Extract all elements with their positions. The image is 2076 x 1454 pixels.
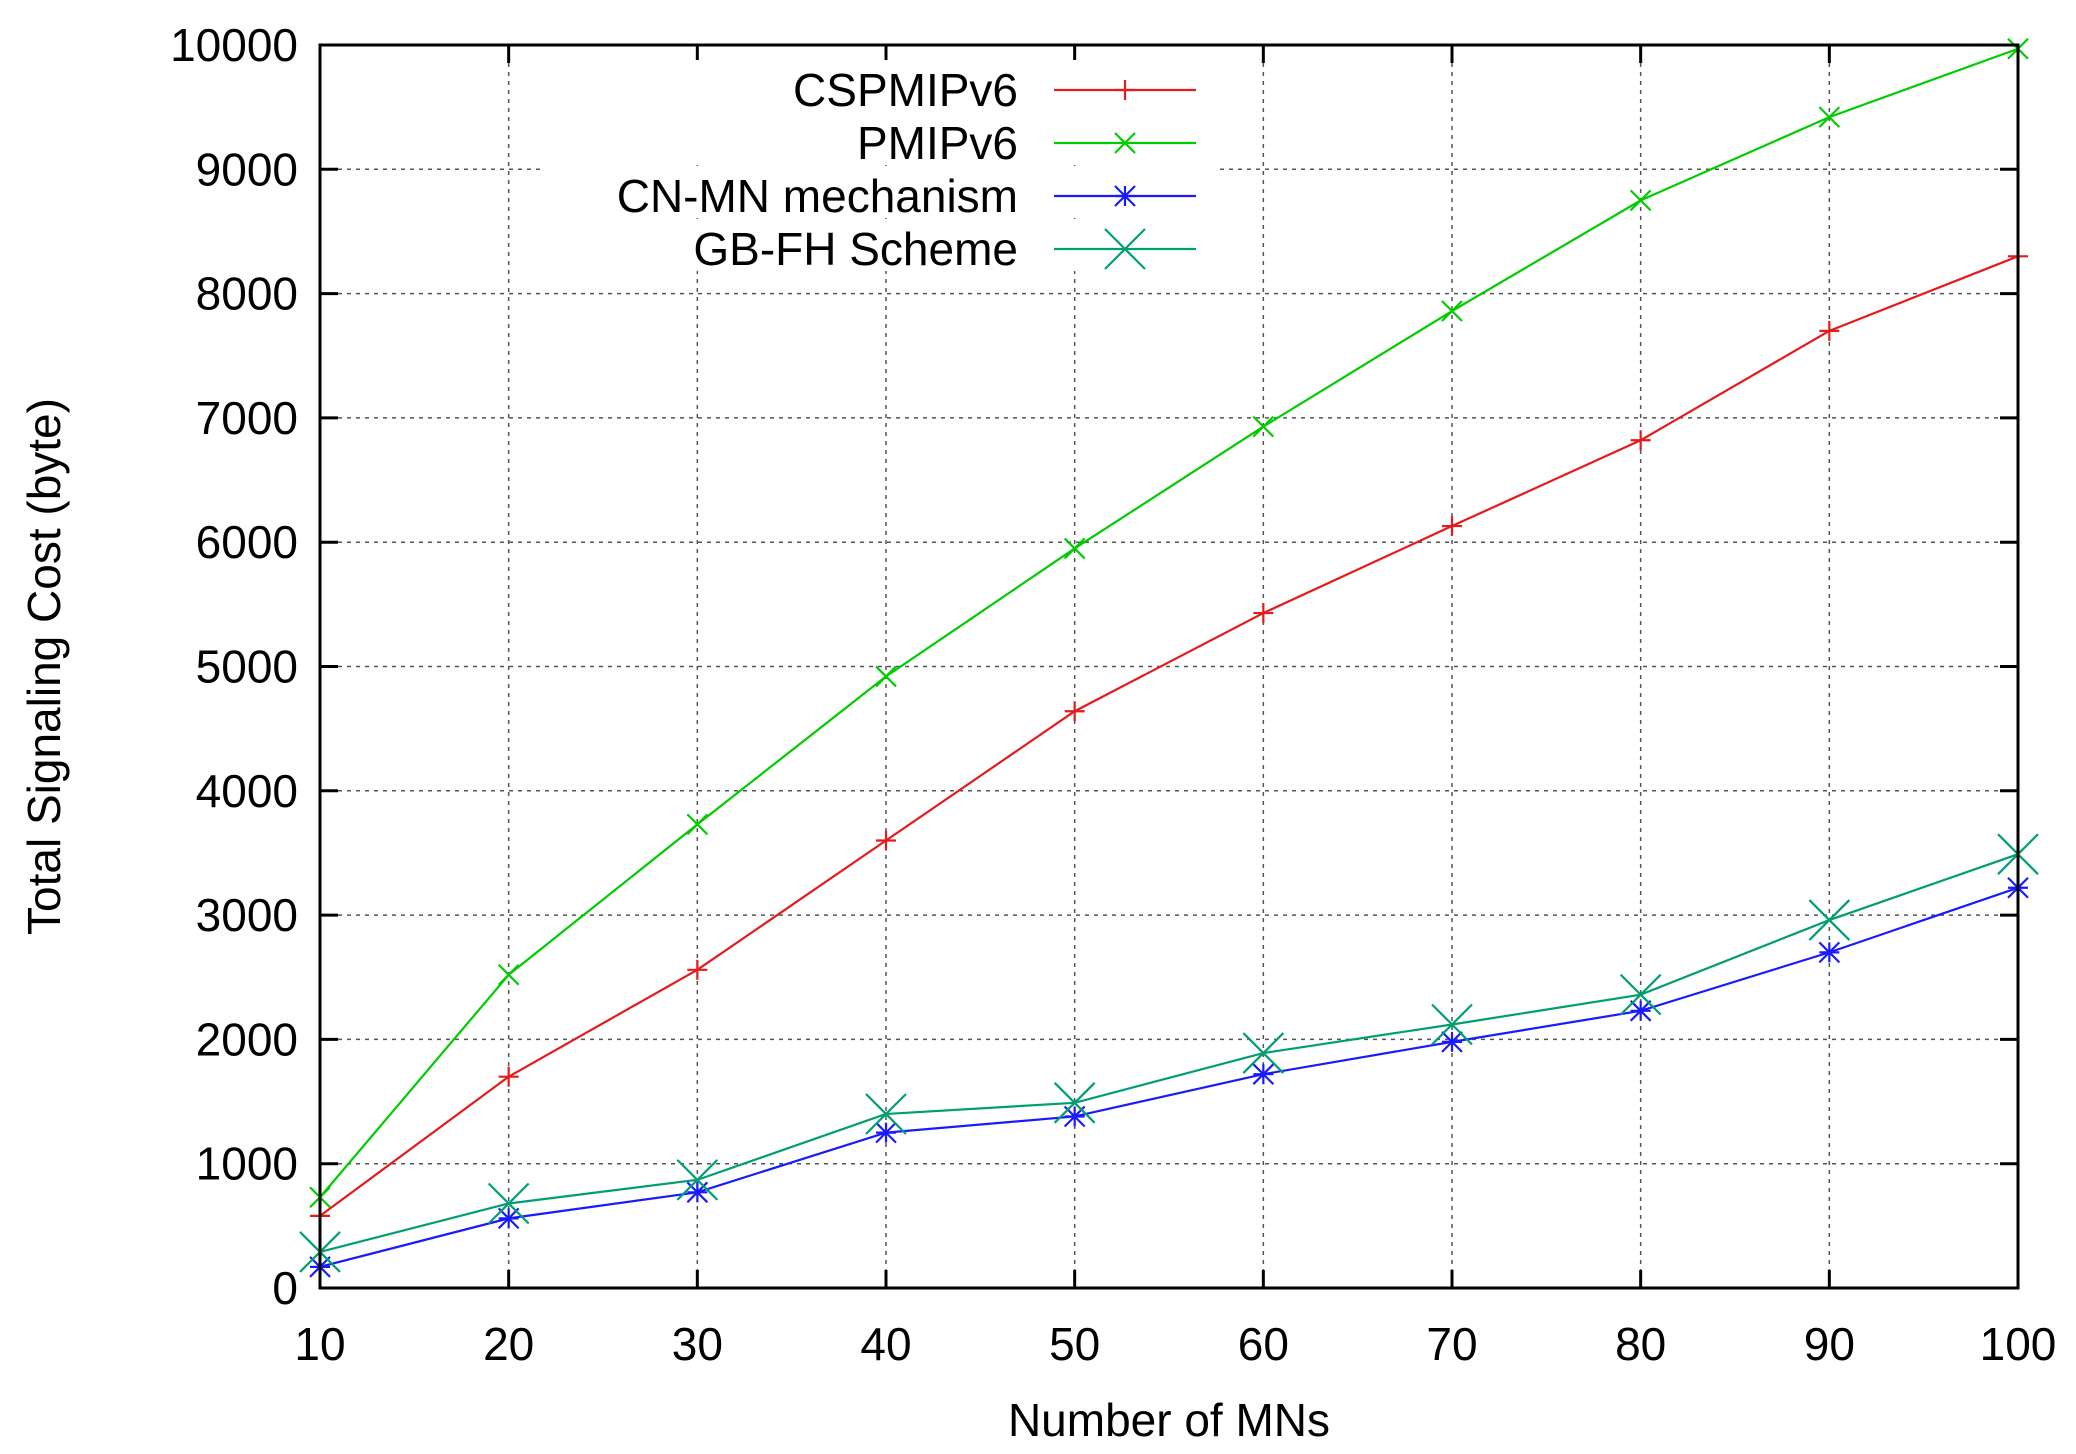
legend-bg	[540, 60, 1220, 112]
legend-marker-cn-mn-mechanism	[1114, 185, 1136, 207]
data-point-gb-fh-scheme	[676, 1159, 719, 1201]
data-point-cspmipv6	[1630, 430, 1651, 451]
data-point-cn-mn-mechanism	[686, 1181, 709, 1204]
data-point-gb-fh-scheme	[1053, 1082, 1096, 1124]
data-point-pmipv6	[1629, 189, 1652, 212]
series-line-pmipv6	[319, 47, 2019, 1198]
y-tick-label: 3000	[196, 889, 298, 941]
data-point-pmipv6	[1252, 415, 1275, 438]
data-point-cspmipv6	[1253, 603, 1274, 624]
data-point-pmipv6	[875, 665, 897, 688]
data-point-pmipv6	[686, 813, 709, 836]
data-point-cn-mn-mechanism	[875, 1121, 897, 1144]
y-axis-label: Total Signaling Cost (byte)	[18, 398, 70, 935]
legend-marker-pmipv6	[1114, 132, 1136, 154]
y-tick-label: 9000	[196, 143, 298, 195]
y-tick-label: 8000	[196, 268, 298, 320]
data-point-gb-fh-scheme	[1431, 1003, 1473, 1046]
axis-ticks: 0 1000 2000 3000 4000 5000 6000 7000 8000 9000 100…	[170, 19, 2056, 1370]
y-tick-label: 6000	[196, 516, 298, 568]
data-point-gb-fh-scheme	[1619, 973, 1662, 1016]
y-tick-label: 7000	[196, 392, 298, 444]
y-tick-label: 10000	[170, 19, 298, 71]
x-tick-label: 30	[672, 1318, 723, 1370]
x-tick-label: 100	[1980, 1318, 2057, 1370]
legend-label-cspmipv6: CSPMIPv6	[793, 64, 1018, 116]
data-point-pmipv6	[1441, 300, 1463, 322]
legend-label-cn-mn-mechanism: CN-MN mechanism	[617, 170, 1018, 222]
x-tick-label: 70	[1426, 1318, 1477, 1370]
data-point-pmipv6	[1818, 106, 1841, 128]
data-point-pmipv6	[1063, 537, 1086, 560]
y-tick-label: 0	[272, 1262, 298, 1314]
x-tick-label: 20	[483, 1318, 534, 1370]
y-tick-label: 5000	[196, 641, 298, 693]
legend-label-gb-fh-scheme: GB-FH Scheme	[693, 223, 1018, 275]
data-point-pmipv6	[497, 963, 520, 986]
series-line-cn-mn-mechanism	[319, 886, 2019, 1268]
x-tick-label: 80	[1615, 1318, 1666, 1370]
data-point-cspmipv6	[876, 830, 896, 851]
series-line-cspmipv6	[319, 255, 2019, 1217]
x-tick-label: 40	[860, 1318, 911, 1370]
y-tick-label: 2000	[196, 1013, 298, 1065]
x-tick-label: 90	[1804, 1318, 1855, 1370]
y-tick-label: 4000	[196, 765, 298, 817]
data-point-cn-mn-mechanism	[1629, 1000, 1652, 1022]
data-point-cspmipv6	[1064, 701, 1085, 722]
x-tick-label: 60	[1238, 1318, 1289, 1370]
data-point-gb-fh-scheme	[1808, 899, 1851, 941]
data-point-gb-fh-scheme	[1242, 1032, 1285, 1074]
data-point-cspmipv6	[1442, 516, 1462, 537]
data-point-cspmipv6	[1819, 320, 1840, 341]
data-point-cspmipv6	[687, 959, 708, 980]
x-tick-label: 10	[294, 1318, 345, 1370]
legend-marker-cspmipv6	[1115, 80, 1135, 100]
legend-bg	[540, 113, 1220, 165]
data-point-gb-fh-scheme	[865, 1093, 907, 1135]
data-point-cn-mn-mechanism	[497, 1207, 520, 1230]
series-line-gb-fh-scheme	[319, 853, 2019, 1254]
data-point-cn-mn-mechanism	[1818, 941, 1841, 964]
data-point-cspmipv6	[498, 1066, 519, 1087]
legend-bg	[540, 219, 1220, 271]
x-axis-label: Number of MNs	[1008, 1394, 1330, 1446]
x-tick-label: 50	[1049, 1318, 1100, 1370]
y-tick-label: 1000	[196, 1138, 298, 1190]
data-point-cn-mn-mechanism	[1252, 1063, 1275, 1085]
legend-marker-gb-fh-scheme	[1104, 228, 1146, 270]
data-point-gb-fh-scheme	[487, 1182, 530, 1225]
data-point-cn-mn-mechanism	[1441, 1031, 1463, 1053]
legend-label-pmipv6: PMIPv6	[857, 117, 1018, 169]
legend-bg	[540, 166, 1220, 218]
